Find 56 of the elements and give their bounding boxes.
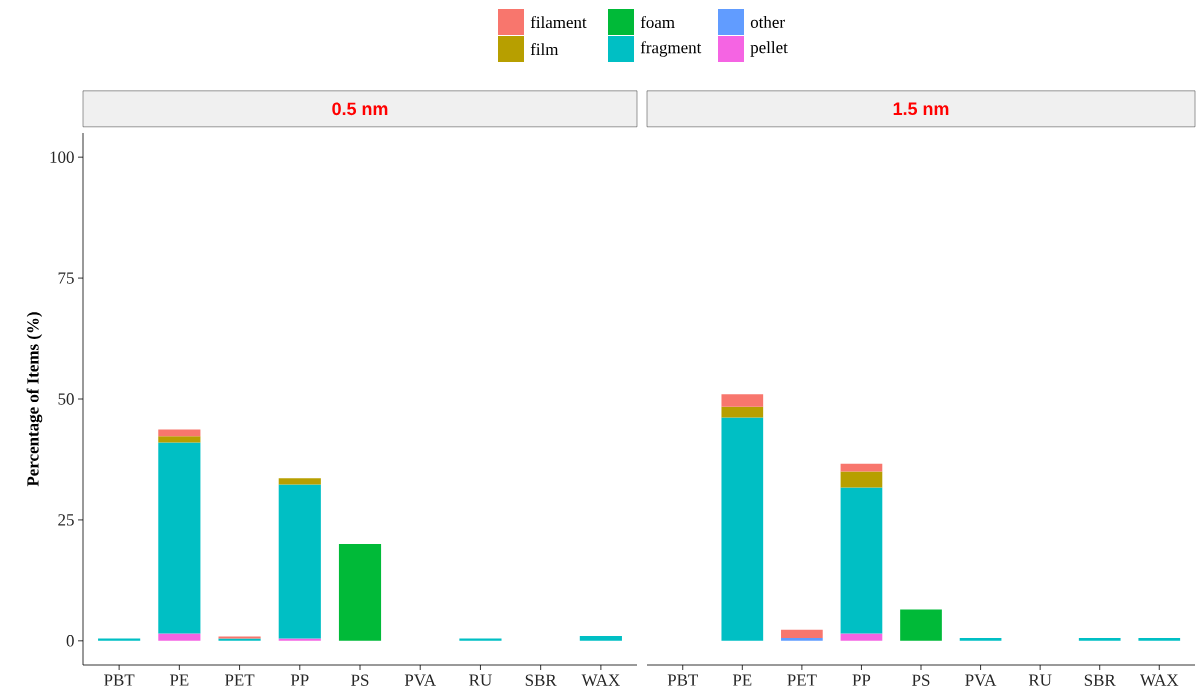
bar	[158, 442, 201, 634]
x-tick-label: PBT	[667, 674, 698, 686]
x-tick-label: PVA	[404, 674, 436, 686]
bar	[158, 436, 201, 443]
bar	[781, 637, 823, 641]
x-tick-label: PS	[912, 674, 930, 686]
bar	[459, 638, 502, 641]
y-tick-label: 25	[58, 514, 74, 526]
chart-title: 0.5 nm	[332, 102, 388, 116]
bar	[158, 429, 201, 437]
y-tick-label: 50	[58, 393, 74, 405]
bar	[840, 633, 883, 641]
y-tick-label: 75	[58, 272, 74, 284]
y-axis-title: Percentage of Items (%)	[26, 312, 43, 487]
x-tick-label: SBR	[1084, 674, 1116, 686]
x-tick-label: SBR	[525, 674, 557, 686]
y-tick-label: 100	[50, 151, 74, 163]
bar	[278, 638, 321, 641]
bar	[278, 484, 321, 639]
bar	[338, 544, 382, 641]
x-tick-label: PS	[351, 674, 369, 686]
legend-label: foam	[640, 15, 675, 29]
x-tick-label: WAX	[581, 674, 620, 686]
bar	[1078, 637, 1121, 641]
chart-title: 1.5 nm	[893, 102, 949, 116]
legend-label: pellet	[750, 41, 788, 57]
x-tick-label: PE	[169, 674, 189, 686]
x-tick-label: PP	[852, 674, 871, 686]
bar	[98, 638, 141, 641]
x-tick-label: RU	[1028, 674, 1052, 686]
bar	[721, 406, 764, 418]
bar	[721, 394, 764, 407]
bar	[579, 635, 622, 641]
bar	[840, 487, 883, 634]
x-tick-label: WAX	[1140, 674, 1179, 686]
bar	[721, 417, 764, 641]
bar	[781, 629, 823, 638]
x-tick-label: PET	[787, 674, 817, 686]
bar	[959, 637, 1002, 641]
y-tick-label: 0	[66, 635, 74, 647]
legend-label: other	[750, 16, 785, 28]
x-tick-label: PET	[225, 674, 255, 686]
bar	[840, 471, 883, 488]
bar	[900, 609, 942, 641]
x-tick-label: PE	[732, 674, 752, 686]
legend-label: filament	[530, 15, 587, 29]
bar	[1138, 637, 1181, 641]
bar	[840, 463, 883, 472]
bar	[158, 633, 201, 641]
x-tick-label: RU	[469, 674, 492, 686]
x-tick-label: PBT	[104, 674, 135, 686]
legend-label: fragment	[640, 41, 702, 57]
bar	[278, 478, 321, 485]
x-tick-label: PP	[290, 674, 309, 686]
x-tick-label: PVA	[965, 674, 997, 686]
legend-label: film	[530, 43, 559, 55]
